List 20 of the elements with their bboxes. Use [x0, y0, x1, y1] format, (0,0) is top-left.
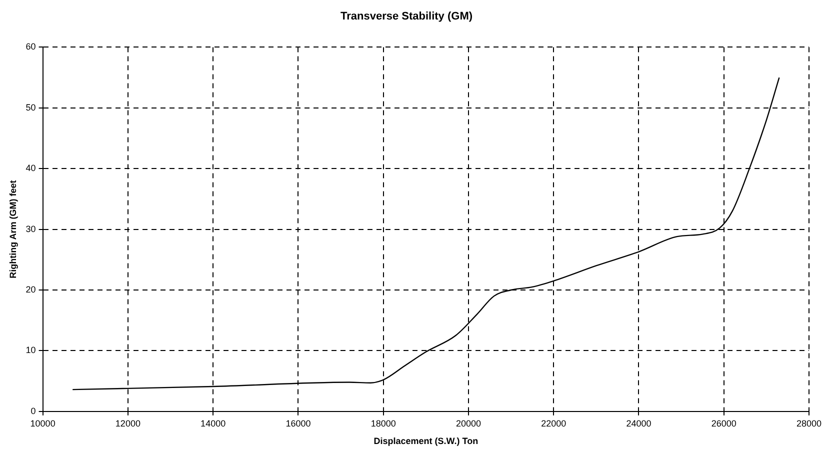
x-tick-label: 20000: [456, 418, 481, 428]
y-tick-label: 20: [26, 284, 36, 294]
x-tick-label: 18000: [370, 418, 396, 428]
x-tick-label: 28000: [796, 418, 822, 428]
x-tick-label: 12000: [115, 418, 140, 428]
x-tick-label: 26000: [711, 418, 736, 428]
y-axis-title: Righting Arm (GM) feet: [8, 180, 18, 278]
y-tick-label: 50: [26, 102, 36, 112]
x-tick-label: 24000: [626, 418, 652, 428]
y-tick-label: 10: [26, 345, 36, 356]
y-tick-label: 40: [26, 163, 36, 174]
x-tick-label: 14000: [200, 418, 226, 428]
y-tick-label: 30: [26, 224, 36, 234]
x-tick-label: 16000: [286, 418, 311, 428]
chart-title: Transverse Stability (GM): [340, 10, 473, 23]
x-axis-title: Displacement (S.W.) Ton: [374, 436, 478, 446]
y-tick-label: 60: [26, 42, 36, 52]
x-tick-label: 22000: [541, 418, 566, 428]
y-tick-label: 0: [30, 406, 36, 416]
x-tick-label: 10000: [30, 418, 56, 428]
